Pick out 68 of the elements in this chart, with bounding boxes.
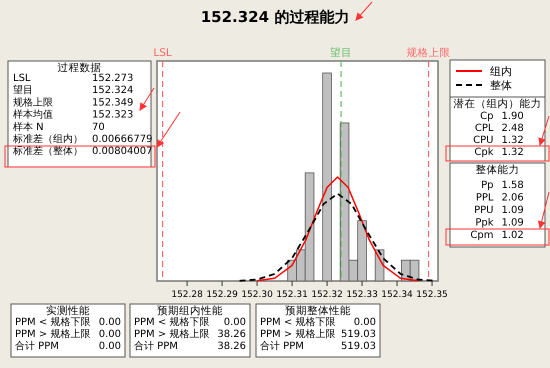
legend-label: 组内 <box>490 65 512 78</box>
text: 标准差（组内） <box>12 133 83 145</box>
text: 望目 <box>13 84 33 96</box>
text: 0.00 <box>224 317 246 328</box>
text: 实测性能 <box>46 304 90 317</box>
text: Cp <box>480 111 494 122</box>
text: PPM < 规格下限 <box>15 316 90 328</box>
text: 样本均值 <box>13 108 53 121</box>
text: 152.273 <box>92 73 134 84</box>
text: 1.09 <box>502 205 524 216</box>
text: 519.03 <box>341 341 376 352</box>
text: 0.00 <box>98 317 121 328</box>
legend-label: 整体 <box>490 79 512 92</box>
text: PPM < 规格下限 <box>134 316 210 328</box>
text: 合计 PPM <box>134 340 178 352</box>
text: 0.00 <box>98 329 121 340</box>
text: PPM < 规格下限 <box>260 316 336 328</box>
text: 38.26 <box>217 329 246 340</box>
text: 2.48 <box>502 123 524 134</box>
ref-line-label: 规格上限 <box>406 46 451 59</box>
text: 标准差（整体） <box>12 145 83 158</box>
x-tick-label: 152.33 <box>346 290 378 300</box>
text: 2.06 <box>502 192 524 204</box>
ref-line-label: 望目 <box>330 46 352 59</box>
text: CPU <box>473 135 494 146</box>
x-tick-label: 152.32 <box>311 290 343 300</box>
text: PPM > 规格上限 <box>15 328 90 340</box>
x-tick-label: 152.34 <box>381 290 414 300</box>
text: 整体能力 <box>476 163 520 176</box>
text: 38.26 <box>217 341 246 352</box>
text: PPL <box>476 192 494 204</box>
text: 519.03 <box>341 329 376 340</box>
text: Cpm <box>470 230 494 241</box>
text: CPL <box>474 123 494 134</box>
text: 样本 N <box>13 120 44 133</box>
text: 预期组内性能 <box>157 304 223 317</box>
text: 预期整体性能 <box>285 304 351 317</box>
x-tick-label: 152.35 <box>416 290 448 300</box>
text: 70 <box>92 122 105 133</box>
text: LSL <box>13 73 31 84</box>
ref-line-label: LSL <box>153 47 172 59</box>
x-tick-label: 152.29 <box>206 290 238 300</box>
text: 1.58 <box>502 180 524 191</box>
text: 1.09 <box>502 218 524 228</box>
text: 1.32 <box>502 135 524 146</box>
x-tick-label: 152.28 <box>171 290 204 300</box>
text: 规格上限 <box>13 96 53 108</box>
x-tick-label: 152.30 <box>241 290 274 300</box>
text: 152.324 <box>92 85 134 96</box>
text: Pp <box>481 180 494 191</box>
text: 0.00 <box>354 317 376 328</box>
text: 过程数据 <box>58 61 102 74</box>
text: PPM > 规格上限 <box>260 328 336 340</box>
text: 合计 PPM <box>15 340 59 352</box>
text: 1.90 <box>502 111 524 122</box>
text: Ppk <box>475 218 494 228</box>
text: 1.32 <box>502 147 524 158</box>
text: 潜在（组内）能力 <box>454 97 542 110</box>
text: 152.349 <box>92 97 134 108</box>
text: PPM > 规格上限 <box>134 328 210 340</box>
text: 合计 PPM <box>260 340 304 352</box>
chart-title: 152.324 的过程能力 <box>200 8 350 26</box>
x-tick-label: 152.31 <box>276 290 308 300</box>
text: 1.02 <box>502 230 524 241</box>
text: Cpk <box>474 147 494 158</box>
text: 152.323 <box>92 110 134 121</box>
text: 0.00 <box>98 341 121 352</box>
text: PPU <box>474 205 494 216</box>
